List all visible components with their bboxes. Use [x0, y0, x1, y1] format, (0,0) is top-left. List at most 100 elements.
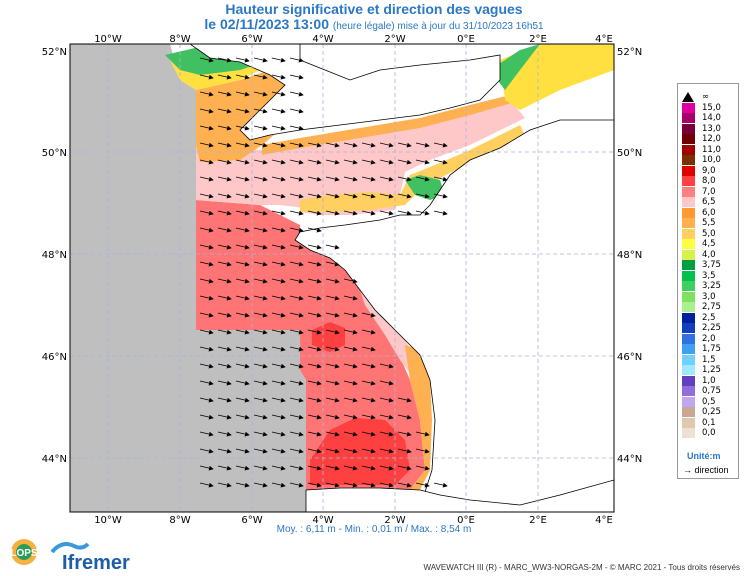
direction-arrow [325, 465, 340, 471]
direction-arrow [307, 431, 322, 437]
legend-swatch [682, 176, 695, 186]
legend-label: 15,0 [702, 102, 721, 113]
direction-arrow [199, 465, 214, 471]
direction-arrow [199, 278, 214, 284]
legend-label: 3,5 [702, 270, 716, 281]
direction-arrow [253, 108, 268, 114]
direction-arrow [271, 346, 286, 352]
direction-arrow [253, 431, 268, 437]
direction-arrow [271, 465, 286, 471]
direction-arrow [397, 465, 412, 471]
direction-arrow [253, 414, 268, 420]
legend-label: 4,5 [702, 239, 716, 249]
sea-zone-fr-coast [300, 125, 525, 212]
direction-arrow [217, 329, 232, 335]
direction-arrow [361, 159, 376, 165]
legend-swatch [682, 428, 695, 438]
lon-label: 4°E [595, 515, 613, 526]
legend-label: 1,0 [702, 375, 716, 386]
direction-arrow [289, 261, 304, 267]
direction-arrow [325, 329, 340, 335]
legend-label: 1,5 [702, 354, 716, 365]
direction-arrow [379, 176, 394, 182]
direction-arrow [325, 312, 340, 318]
direction-arrow [361, 193, 376, 199]
direction-arrow [253, 125, 268, 131]
direction-arrow [235, 397, 250, 403]
direction-arrow [235, 176, 250, 182]
direction-arrow [235, 465, 250, 471]
direction-arrow [199, 414, 214, 420]
direction-arrow [271, 414, 286, 420]
direction-arrow [199, 227, 214, 233]
direction-arrow [325, 295, 340, 301]
legend-swatch [682, 407, 695, 417]
legend-swatch [682, 123, 695, 134]
legend-label: 14,0 [702, 113, 721, 123]
lon-label: 8°W [169, 34, 190, 45]
direction-arrow [415, 448, 430, 454]
sea-zone-north-sea-green [490, 44, 540, 90]
legend-label: 0,0 [702, 428, 716, 438]
sea-zone-biscay-coast [360, 290, 418, 380]
direction-arrow [271, 142, 286, 148]
direction-arrow [289, 397, 304, 403]
lops-logo: LOPS [10, 539, 38, 565]
direction-label: direction [694, 465, 729, 475]
direction-arrow [271, 312, 286, 318]
direction-arrow [379, 431, 394, 437]
direction-arrow [271, 261, 286, 267]
lon-label: 0°E [457, 34, 475, 45]
direction-arrow [253, 193, 268, 199]
direction-arrow [415, 431, 430, 437]
direction-arrow [289, 142, 304, 148]
direction-arrow [289, 193, 304, 199]
direction-arrow [361, 176, 376, 182]
color-legend: ∞ 15,0 14,0 13,0 12,0 11,0 10,0 9,0 8,0 7,0 6,5 6,0… [677, 83, 739, 479]
direction-arrow [271, 108, 286, 114]
lat-label: 52°N [617, 47, 642, 58]
direction-arrow [379, 414, 394, 420]
direction-arrow [433, 142, 448, 148]
legend-label: 10,0 [702, 155, 721, 165]
direction-arrow [289, 448, 304, 454]
direction-arrow [397, 159, 412, 165]
direction-arrow [235, 312, 250, 318]
direction-arrow [253, 159, 268, 165]
legend-swatch [682, 228, 695, 239]
direction-arrow [199, 125, 214, 131]
update-info: (heure légale) mise à jour du 31/10/2023… [332, 21, 544, 32]
direction-arrow [217, 363, 232, 369]
direction-arrow [217, 482, 232, 488]
direction-arrow [361, 414, 376, 420]
direction-arrow [415, 159, 430, 165]
direction-arrow [343, 295, 358, 301]
direction-arrow [217, 176, 232, 182]
lat-label: 44°N [617, 454, 642, 465]
direction-arrow [361, 329, 376, 335]
direction-arrow [217, 397, 232, 403]
direction-arrow [271, 227, 286, 233]
direction-arrow [325, 431, 340, 437]
direction-arrow [253, 448, 268, 454]
direction-arrow [307, 244, 322, 250]
direction-arrow [325, 159, 340, 165]
direction-arrow [325, 448, 340, 454]
direction-arrow [253, 74, 268, 80]
direction-arrow [271, 210, 286, 216]
direction-arrow [235, 363, 250, 369]
direction-arrow [235, 74, 250, 80]
direction-arrow [217, 142, 232, 148]
direction-arrow [217, 74, 232, 80]
legend-label: 2,75 [702, 302, 721, 312]
direction-arrow [271, 363, 286, 369]
direction-arrow [271, 380, 286, 386]
direction-arrow [271, 125, 286, 131]
direction-arrow [289, 244, 304, 250]
forecast-date: le 02/11/2023 13:00 [204, 16, 329, 32]
direction-arrow [397, 193, 412, 199]
direction-arrow [217, 91, 232, 97]
legend-label: 12,0 [702, 134, 721, 144]
direction-arrow [271, 193, 286, 199]
